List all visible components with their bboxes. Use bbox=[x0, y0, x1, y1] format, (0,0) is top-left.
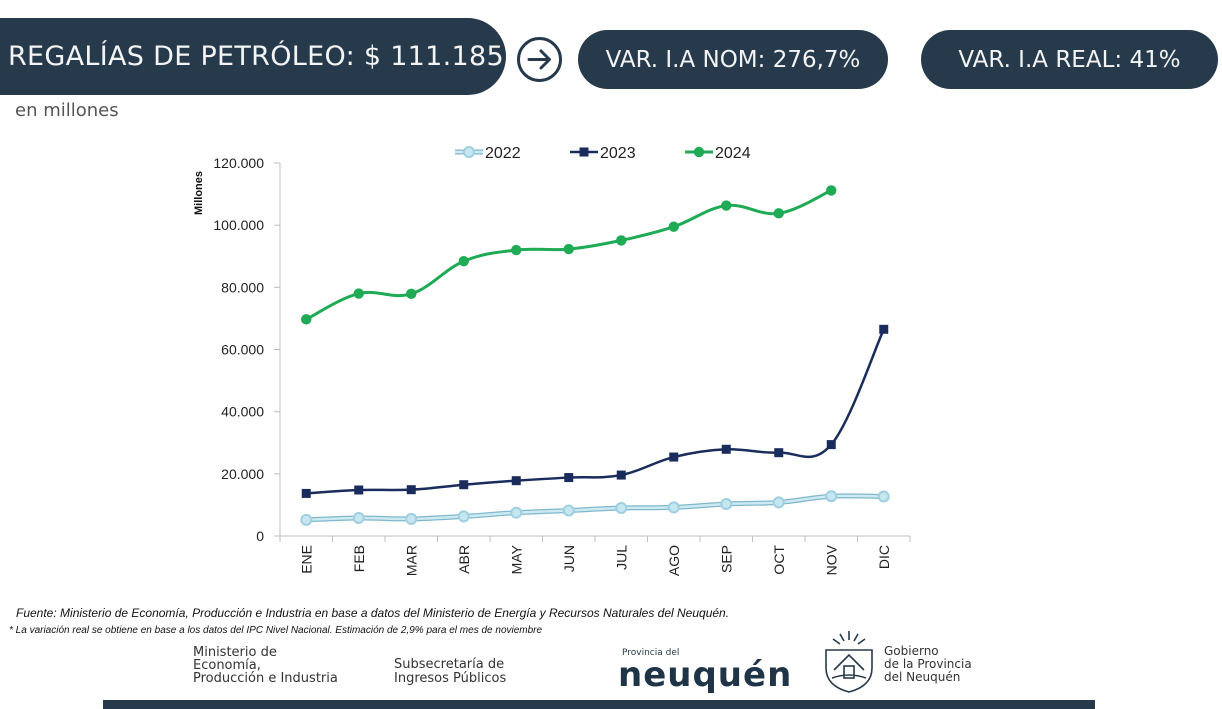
subsecretaria-line-1: Subsecretaría de bbox=[394, 657, 505, 672]
subsecretaria-logo-text: Subsecretaría de Ingresos Públicos bbox=[394, 658, 506, 686]
footer-bar bbox=[103, 700, 1095, 709]
legend-label: 2024 bbox=[715, 145, 751, 162]
units-subtitle: en millones bbox=[15, 100, 119, 121]
series-2024-point bbox=[511, 244, 522, 256]
legend-item-2023: 2023 bbox=[570, 145, 636, 162]
series-2024-point bbox=[301, 314, 312, 325]
gov-line-2: de la Provincia bbox=[884, 657, 972, 671]
series-2024-point bbox=[563, 243, 574, 255]
series-2024-point bbox=[406, 288, 417, 300]
series-2023-point bbox=[879, 324, 889, 334]
legend-swatch-marker bbox=[579, 147, 589, 157]
y-tick-label: 100.000 bbox=[213, 217, 264, 233]
ministry-line-3: Producción e Industria bbox=[193, 671, 338, 686]
gov-line-3: del Neuquén bbox=[884, 670, 961, 684]
series-2024-point bbox=[353, 288, 364, 299]
royalties-line-chart: 0 20.000 40.000 60.000 80.000 100.000 120.000 M… bbox=[193, 145, 911, 576]
series-2023-point bbox=[826, 440, 836, 450]
x-tick-label: JUL bbox=[613, 545, 629, 570]
series-2024-point bbox=[458, 256, 469, 267]
series-2023-point bbox=[511, 476, 521, 486]
y-tick-label: 20.000 bbox=[221, 466, 264, 482]
series-2024-group bbox=[301, 185, 837, 325]
series-2022-point bbox=[510, 506, 523, 519]
x-tick-label: SEP bbox=[718, 545, 734, 573]
series-2023-point bbox=[774, 448, 784, 458]
source-note: Fuente: Ministerio de Economía, Producci… bbox=[16, 606, 730, 620]
series-2024-point bbox=[826, 185, 837, 196]
y-tick-label: 120.000 bbox=[213, 155, 264, 171]
series-2022-point bbox=[457, 510, 470, 523]
legend-swatch-marker bbox=[463, 146, 475, 158]
title-banner: REGALÍAS DE PETRÓLEO: $ 111.185 bbox=[0, 18, 506, 95]
series-2023-point bbox=[459, 480, 469, 490]
series-2023-point bbox=[564, 473, 574, 483]
series-2022-group bbox=[300, 490, 890, 526]
x-tick-label: AGO bbox=[666, 545, 682, 576]
x-tick-label: DIC bbox=[876, 545, 892, 569]
series-2023-point bbox=[406, 485, 416, 495]
neuquen-logo: Provincia del neuquén bbox=[618, 648, 792, 692]
series-2022-point bbox=[772, 496, 785, 509]
series-2022-point bbox=[615, 502, 628, 515]
series-2024-point bbox=[668, 221, 679, 232]
gov-line-1: Gobierno bbox=[884, 644, 939, 658]
series-2023-point bbox=[354, 485, 364, 495]
var-real-text: VAR. I.A REAL: 41% bbox=[958, 46, 1181, 73]
arrow-right-icon bbox=[517, 37, 562, 82]
ministry-logo-text: Ministerio de Economía, Producción e Ind… bbox=[193, 646, 338, 685]
legend-label: 2022 bbox=[485, 145, 521, 162]
page-title: REGALÍAS DE PETRÓLEO: $ 111.185 bbox=[8, 41, 504, 72]
series-2024-point bbox=[616, 235, 627, 246]
y-tick-label: 80.000 bbox=[221, 279, 264, 295]
series-2022-point bbox=[877, 490, 890, 503]
y-tick-label: 40.000 bbox=[221, 404, 264, 420]
y-tick-label: 0 bbox=[256, 528, 264, 544]
series-2024-point bbox=[721, 200, 732, 211]
ministry-line-1: Ministerio de bbox=[193, 645, 277, 660]
series-2022-point bbox=[405, 512, 418, 525]
x-tick-label: OCT bbox=[771, 545, 787, 575]
x-tick-label: ABR bbox=[456, 545, 472, 574]
province-shield-icon bbox=[825, 631, 873, 693]
y-tick-label: 60.000 bbox=[221, 342, 264, 358]
subsecretaria-line-2: Ingresos Públicos bbox=[394, 671, 507, 686]
var-real-badge: VAR. I.A REAL: 41% bbox=[921, 30, 1218, 89]
ministry-line-2: Economía, bbox=[193, 658, 261, 673]
series-2022-point bbox=[562, 504, 575, 517]
legend-label: 2023 bbox=[600, 145, 636, 162]
series-2024-line bbox=[305, 189, 832, 321]
x-tick-label: MAY bbox=[508, 544, 524, 574]
series-2023-point bbox=[301, 488, 311, 498]
var-nominal-badge: VAR. I.A NOM: 276,7% bbox=[578, 30, 888, 89]
var-nominal-text: VAR. I.A NOM: 276,7% bbox=[605, 46, 861, 73]
legend-swatch-marker bbox=[693, 146, 705, 158]
neuquen-logo-word: neuquén bbox=[618, 655, 793, 695]
x-tick-label: MAR bbox=[403, 545, 419, 576]
series-2023-group bbox=[301, 324, 889, 498]
x-tick-label: NOV bbox=[823, 544, 839, 575]
series-2023-point bbox=[616, 470, 626, 480]
series-2022-point bbox=[825, 490, 838, 503]
series-2022-point bbox=[300, 513, 313, 526]
x-tick-label: FEB bbox=[351, 545, 367, 572]
series-2023-line bbox=[306, 328, 885, 495]
series-2022-point bbox=[720, 497, 733, 510]
real-variation-note: * La variación real se obtiene en base a… bbox=[9, 625, 543, 636]
series-2023-point bbox=[721, 444, 731, 454]
neuquen-logo-small: Provincia del bbox=[622, 648, 680, 658]
y-axis-title: Millones bbox=[193, 171, 205, 215]
series-2023-point bbox=[669, 452, 679, 462]
x-tick-label: ENE bbox=[298, 545, 314, 574]
series-2022-point bbox=[352, 511, 365, 524]
series-2024-point bbox=[773, 208, 784, 219]
government-logo-text: Gobierno de la Provincia del Neuquén bbox=[884, 645, 972, 684]
legend-item-2024: 2024 bbox=[685, 145, 751, 162]
series-2022-point bbox=[667, 501, 680, 514]
x-tick-label: JUN bbox=[561, 545, 577, 572]
legend-item-2022: 2022 bbox=[455, 145, 521, 162]
